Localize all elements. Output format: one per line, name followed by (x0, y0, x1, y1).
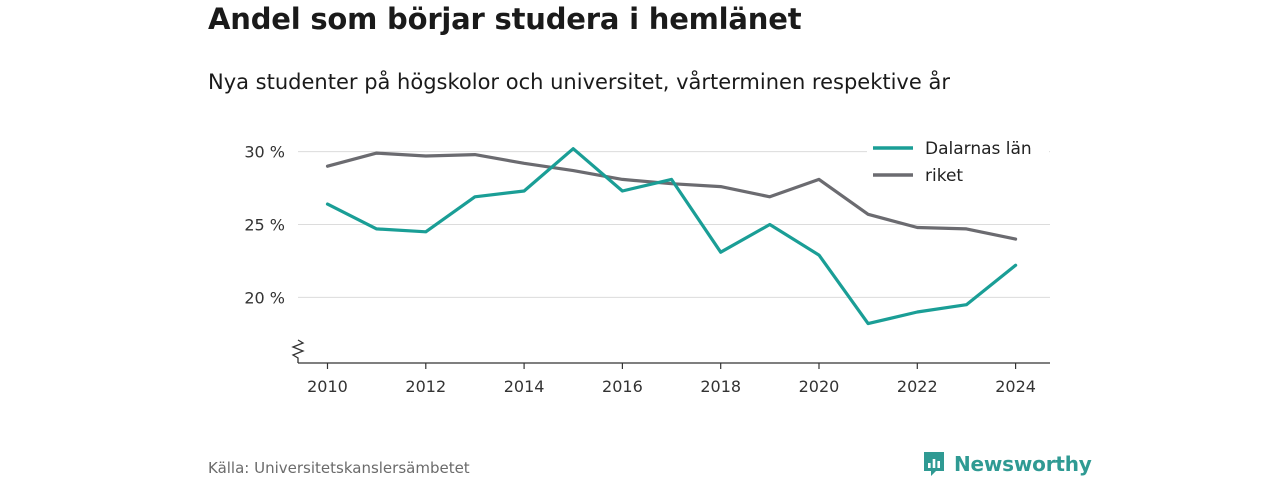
legend-label: Dalarnas län (925, 139, 1032, 159)
source-note: Källa: Universitetskanslersämbetet (208, 459, 470, 477)
series-line-dalarnas-l-n (325, 147, 1018, 326)
x-tick-label: 2020 (799, 377, 840, 396)
x-tick-label: 2018 (700, 377, 741, 396)
x-tick-label: 2024 (995, 377, 1036, 396)
legend: Dalarnas län riket (867, 136, 1049, 187)
newsworthy-brand: Newsworthy (922, 450, 1092, 478)
x-tick-label: 2016 (602, 377, 643, 396)
y-tick-label: 20 % (244, 288, 285, 307)
axis-break-icon (291, 339, 305, 363)
series-lines (325, 147, 1018, 326)
y-axis: 20 % 25 % 30 % (244, 143, 305, 363)
legend-label: riket (925, 166, 963, 186)
x-axis: 2010 2012 2014 2016 2018 2020 2022 2024 (298, 362, 1050, 396)
x-tick-label: 2022 (897, 377, 938, 396)
y-tick-label: 25 % (244, 216, 285, 235)
chart-subtitle: Nya studenter på högskolor och universit… (208, 70, 950, 94)
series-line-riket (325, 151, 1018, 241)
x-tick-label: 2010 (307, 377, 348, 396)
chart-title: Andel som börjar studera i hemlänet (208, 2, 802, 36)
brand-name: Newsworthy (954, 452, 1092, 476)
x-tick-label: 2012 (405, 377, 446, 396)
y-tick-label: 30 % (244, 143, 285, 162)
newsworthy-logo-icon (924, 452, 944, 476)
x-tick-label: 2014 (504, 377, 545, 396)
